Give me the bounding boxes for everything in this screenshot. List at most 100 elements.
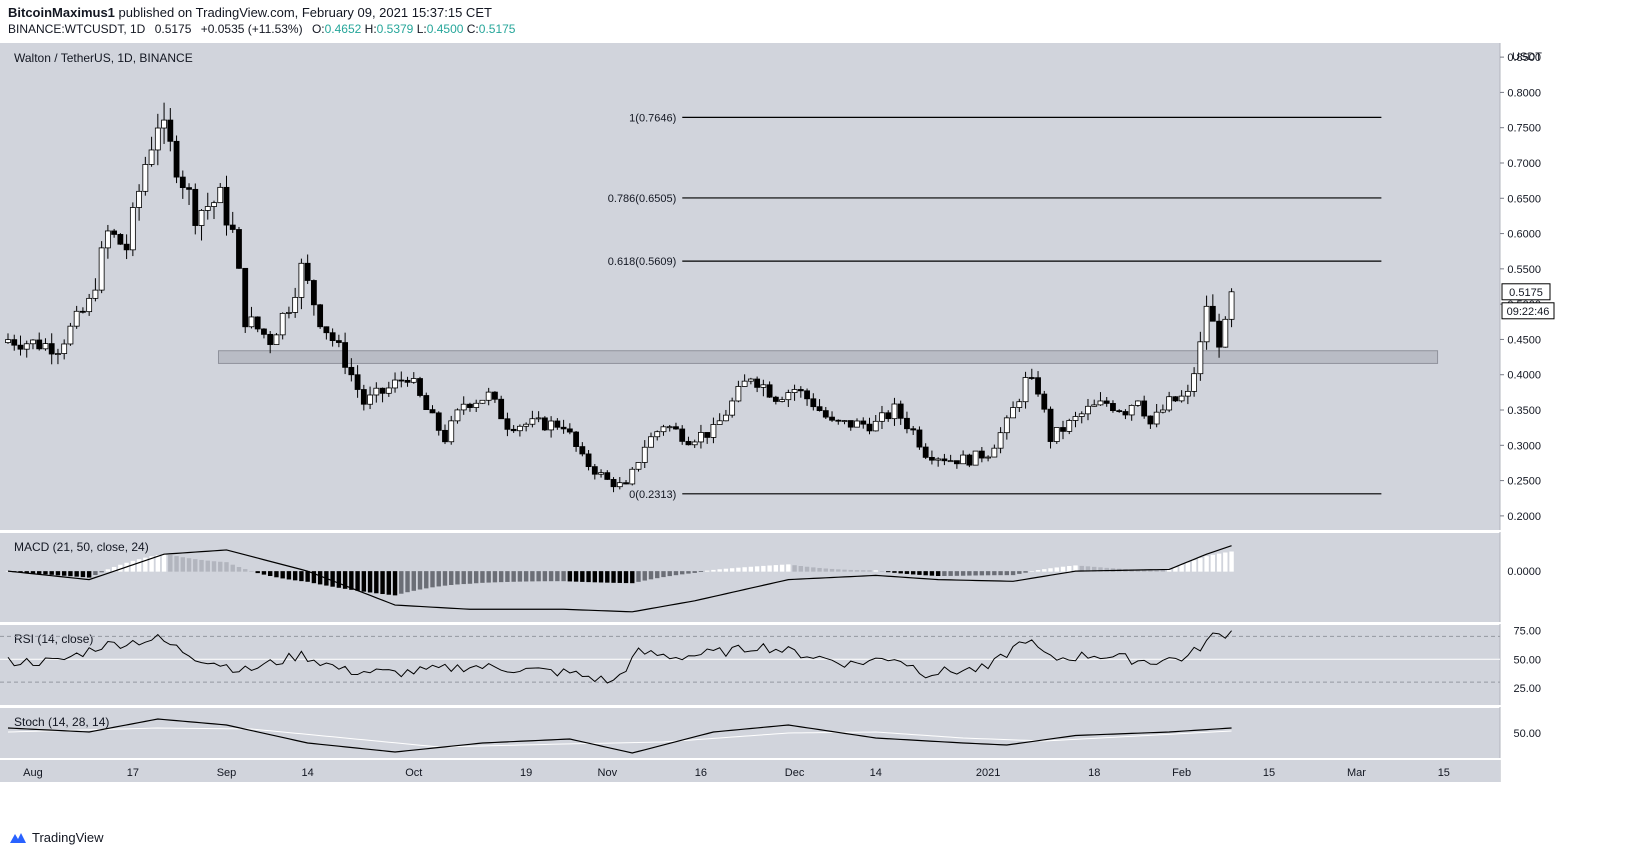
candle-body[interactable] [123,243,130,251]
candle-body[interactable] [554,420,561,428]
stoch-d-line[interactable] [7,727,1232,748]
candle-body[interactable] [354,374,361,390]
candle-body[interactable] [666,426,673,429]
candle-body[interactable] [360,389,367,405]
candle-body[interactable] [860,420,867,425]
candle-body[interactable] [841,420,848,422]
candle-body[interactable] [985,456,992,459]
candle-body[interactable] [229,224,236,230]
rsi-line[interactable] [7,630,1232,684]
candle-body[interactable] [1091,404,1098,407]
candle-body[interactable] [897,403,904,419]
candle-body[interactable] [454,409,461,422]
candle-body[interactable] [329,332,336,341]
chart-canvas[interactable]: Walton / TetherUS, 1D, BINANCE USDT 0.2000… [0,0,1627,822]
candle-body[interactable] [947,460,954,463]
candle-body[interactable] [373,387,380,396]
candle-body[interactable] [404,379,411,383]
candle-body[interactable] [248,316,255,328]
candle-body[interactable] [723,414,729,422]
candle-body[interactable] [492,391,498,400]
candle-body[interactable] [978,450,985,459]
current-price-box[interactable] [1501,283,1551,301]
candle-body[interactable] [516,425,523,432]
candle-body[interactable] [473,402,480,408]
candle-body[interactable] [236,229,242,269]
candle-body[interactable] [785,392,792,401]
candle-body[interactable] [548,420,555,431]
candle-body[interactable] [167,119,174,142]
candle-body[interactable] [61,343,68,354]
candle-body[interactable] [610,479,617,488]
candle-body[interactable] [5,339,11,344]
candle-body[interactable] [342,342,349,368]
candle-body[interactable] [1166,396,1173,411]
candle-body[interactable] [1022,377,1029,403]
time-axis[interactable] [0,760,1500,782]
candle-body[interactable] [1122,411,1129,416]
candle-body[interactable] [822,410,829,418]
candle-body[interactable] [111,230,118,235]
candle-body[interactable] [204,206,211,211]
candle-body[interactable] [560,426,567,430]
candle-body[interactable] [779,399,785,402]
candle-body[interactable] [1066,420,1073,432]
candle-body[interactable] [211,202,217,207]
candle-body[interactable] [67,325,74,345]
candle-body[interactable] [916,429,923,448]
candle-body[interactable] [367,394,373,405]
candle-body[interactable] [80,310,86,313]
candle-body[interactable] [279,312,286,336]
candle-body[interactable] [136,190,142,208]
candle-body[interactable] [504,418,511,430]
candle-body[interactable] [1047,408,1054,442]
candle-body[interactable] [772,396,779,402]
candle-body[interactable] [929,456,935,461]
candle-body[interactable] [673,426,679,430]
candle-body[interactable] [953,460,960,465]
candle-body[interactable] [217,186,224,204]
candle-body[interactable] [479,399,486,404]
candle-body[interactable] [623,482,629,485]
candle-body[interactable] [972,450,979,466]
candle-body[interactable] [398,379,405,382]
candle-body[interactable] [1147,415,1154,425]
candle-body[interactable] [242,267,249,328]
candle-body[interactable] [30,339,36,345]
candle-body[interactable] [1116,410,1123,413]
candle-body[interactable] [716,420,723,425]
author-name[interactable]: BitcoinMaximus1 [8,5,115,20]
candle-body[interactable] [866,423,873,432]
candle-body[interactable] [997,432,1004,449]
candle-body[interactable] [142,164,149,192]
candle-body[interactable] [641,446,648,463]
candle-body[interactable] [691,441,698,446]
candle-body[interactable] [1110,403,1116,412]
panel-background-1[interactable] [0,533,1500,622]
candle-body[interactable] [804,390,810,400]
candle-body[interactable] [704,432,711,438]
candle-body[interactable] [1135,400,1141,406]
candle-body[interactable] [810,398,817,408]
candle-body[interactable] [797,389,804,392]
panel-background-2[interactable] [0,625,1500,705]
candle-body[interactable] [273,334,280,345]
candle-body[interactable] [317,304,324,328]
candle-body[interactable] [98,247,105,291]
candle-body[interactable] [960,454,967,465]
candle-body[interactable] [1128,404,1135,416]
candle-body[interactable] [1228,291,1235,320]
candle-body[interactable] [254,316,261,330]
candle-body[interactable] [754,378,761,388]
candle-body[interactable] [891,403,898,420]
candle-body[interactable] [435,412,442,431]
candle-body[interactable] [1222,318,1229,348]
candle-body[interactable] [304,262,311,281]
candle-body[interactable] [835,419,842,422]
candle-body[interactable] [854,420,860,428]
candle-body[interactable] [904,417,910,430]
candle-body[interactable] [335,340,342,343]
candle-body[interactable] [1078,413,1085,417]
candle-body[interactable] [485,391,492,401]
candle-body[interactable] [1028,377,1035,379]
